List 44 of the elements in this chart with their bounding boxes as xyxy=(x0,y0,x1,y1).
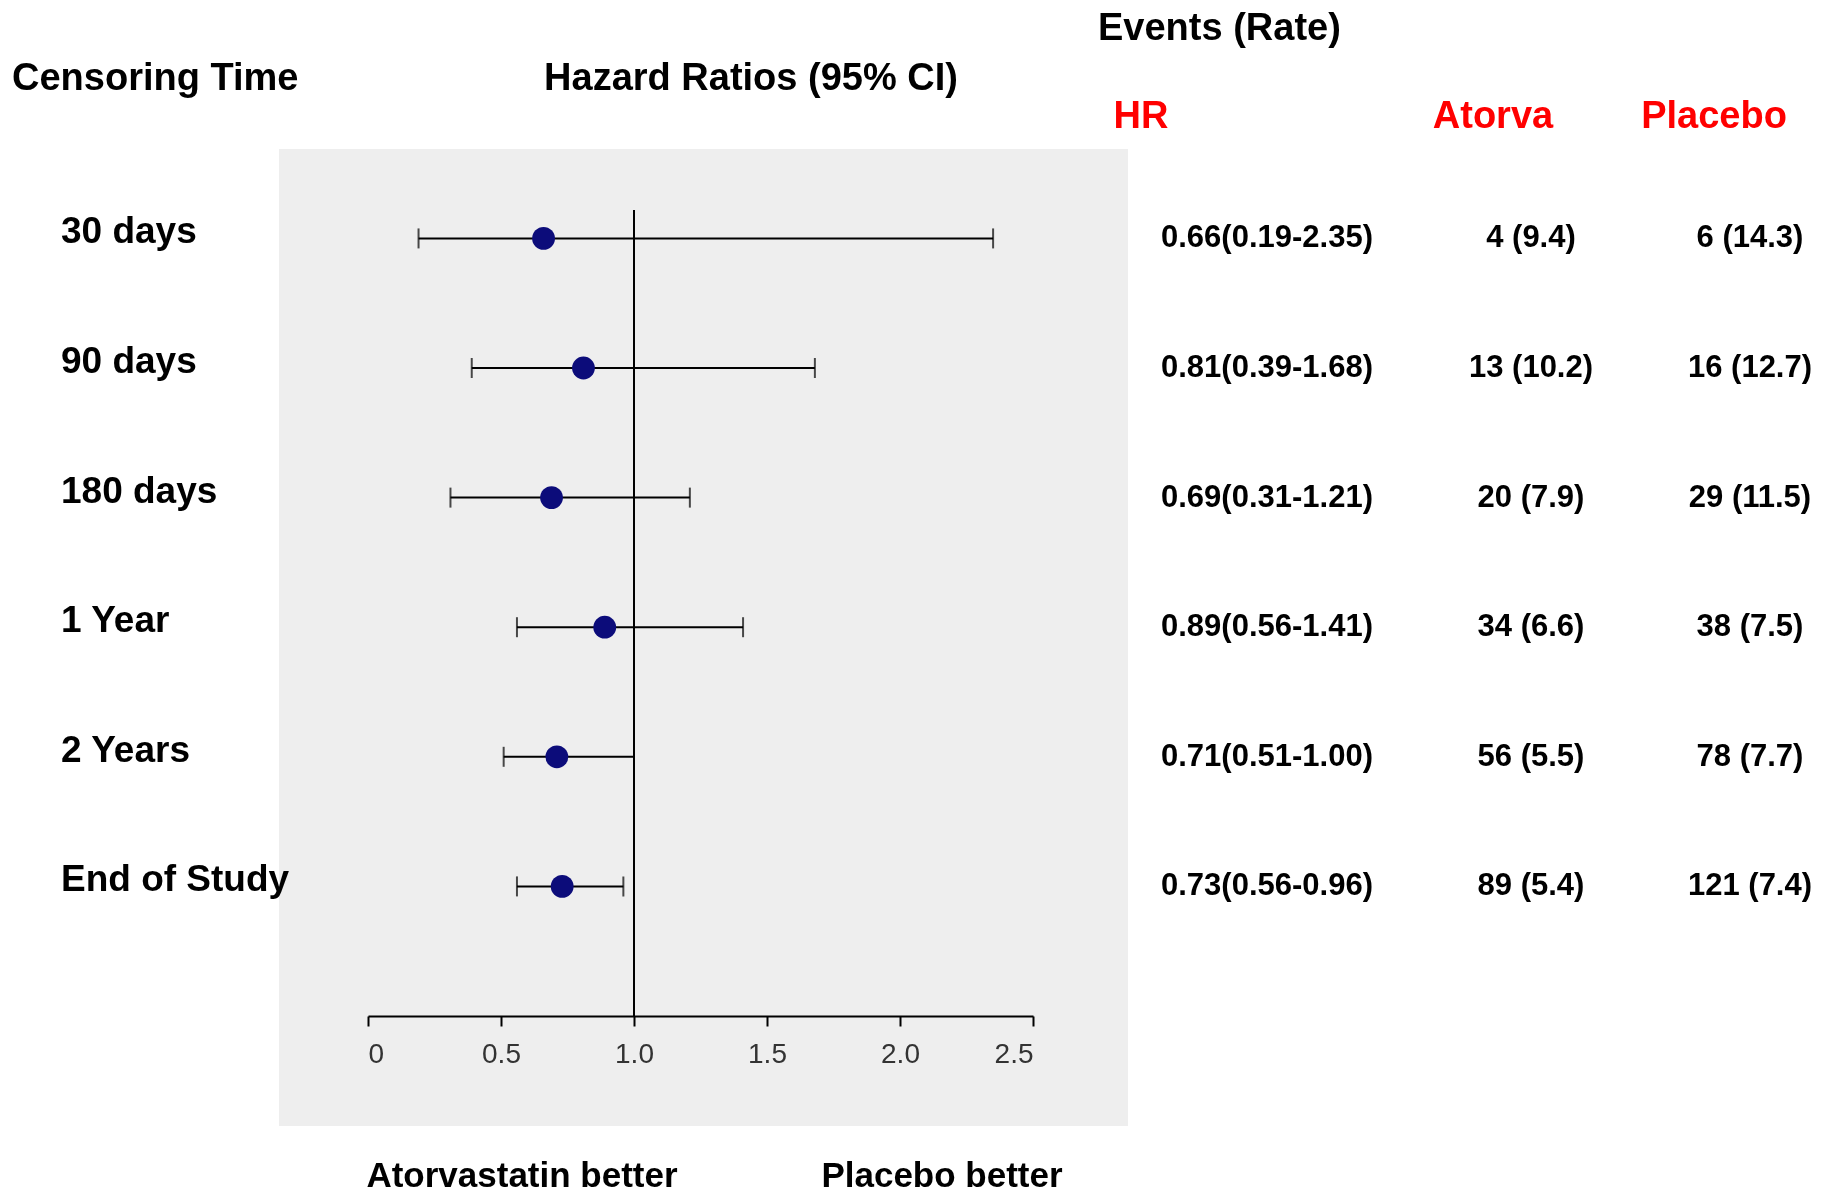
data-label: 0.73(0.56-0.96) xyxy=(1161,867,1373,903)
point xyxy=(545,745,569,769)
y-tick-label: End of Study xyxy=(61,858,290,900)
text: 29 (11.5) xyxy=(1688,478,1812,514)
y-tick-label: 30 days xyxy=(61,210,197,252)
y-tick-label: 1 Year xyxy=(61,599,170,641)
text: HR xyxy=(1113,94,1169,136)
text: 13 (10.2) xyxy=(1468,349,1594,385)
text: Atorvastatin better xyxy=(366,1155,678,1194)
text: 38 (7.5) xyxy=(1696,608,1804,644)
text: Atorva xyxy=(1432,94,1555,136)
y-axis-title: Censoring Time xyxy=(12,56,299,98)
y-tick-label: 90 days xyxy=(61,340,197,382)
text: 89 (5.4) xyxy=(1477,867,1585,903)
y-tick-label: 180 days xyxy=(61,469,218,511)
chart-title: Hazard Ratios (95% CI) xyxy=(544,56,958,98)
text: 56 (5.5) xyxy=(1477,737,1585,773)
x-tick-label: 1.5 xyxy=(748,1037,787,1069)
point xyxy=(572,356,595,380)
point xyxy=(532,227,555,250)
point xyxy=(550,875,574,898)
text: 121 (7.4) xyxy=(1687,867,1813,903)
point xyxy=(593,615,617,639)
text: 34 (6.6) xyxy=(1477,608,1585,644)
text: Placebo better xyxy=(821,1155,1063,1194)
y-tick-label: 2 Years xyxy=(61,728,190,770)
text: Placebo xyxy=(1641,94,1787,136)
data-label: 0.89(0.56-1.41) xyxy=(1161,608,1373,644)
x-tick-label: 0.5 xyxy=(482,1037,521,1069)
text: 4 (9.4) xyxy=(1486,219,1576,255)
x-tick-label: 2.0 xyxy=(881,1037,920,1069)
text: Events (Rate) xyxy=(1098,6,1341,48)
x-tick-label: 1.0 xyxy=(615,1037,654,1069)
text: 6 (14.3) xyxy=(1696,219,1804,255)
text: 16 (12.7) xyxy=(1687,349,1813,385)
x-tick-label: 2.5 xyxy=(994,1037,1034,1069)
point xyxy=(540,486,563,509)
data-label: 0.66(0.19-2.35) xyxy=(1161,219,1373,255)
text: 20 (7.9) xyxy=(1477,478,1585,514)
data-label: 0.69(0.31-1.21) xyxy=(1161,478,1373,514)
data-label: 0.81(0.39-1.68) xyxy=(1161,349,1373,385)
x-tick-label: 0 xyxy=(368,1037,385,1069)
data-label: 0.71(0.51-1.00) xyxy=(1161,737,1373,773)
text: 78 (7.7) xyxy=(1696,737,1804,773)
